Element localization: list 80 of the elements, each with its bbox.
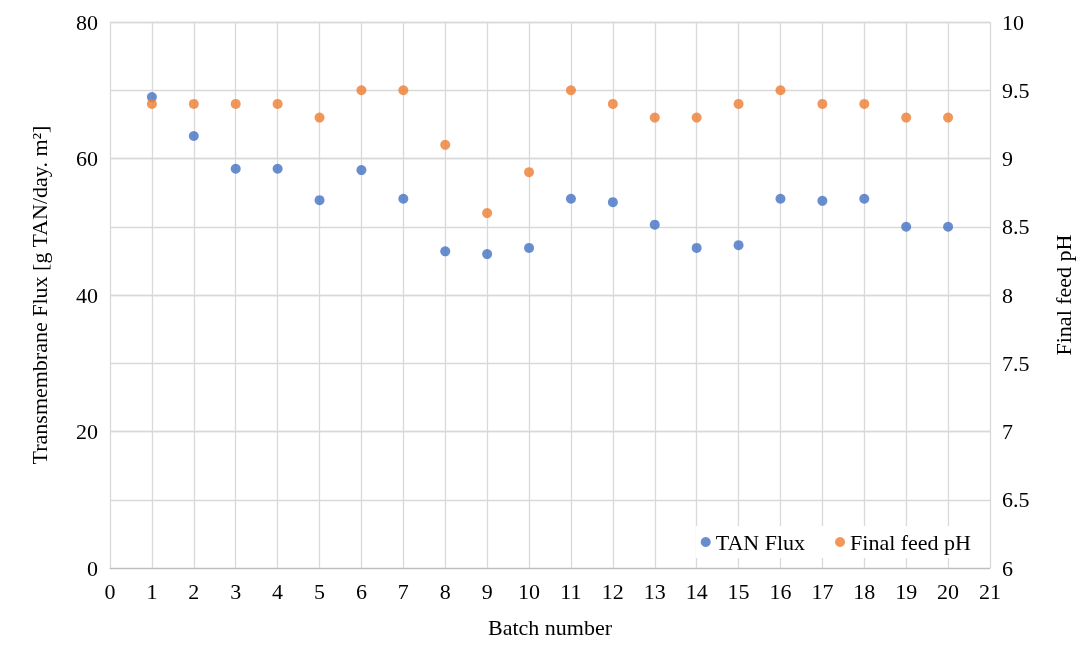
x-tick-label: 21 <box>979 578 1001 604</box>
x-tick-label: 9 <box>481 578 493 604</box>
point <box>398 193 409 204</box>
x-tick-label: 4 <box>272 578 284 604</box>
point <box>817 98 828 109</box>
x-tick-label: 5 <box>314 578 326 604</box>
y2-tick-label: 8.5 <box>1002 214 1030 240</box>
y2-tick-label: 8 <box>1002 282 1013 308</box>
y-tick-label: 40 <box>76 282 98 308</box>
point <box>524 167 535 178</box>
point <box>607 197 618 208</box>
x-tick-label: 20 <box>937 578 960 604</box>
point <box>775 193 786 204</box>
point <box>901 112 912 123</box>
x-tick-label: 6 <box>355 578 367 604</box>
point <box>272 98 283 109</box>
x-tick-label: 0 <box>104 578 116 604</box>
point <box>901 221 912 232</box>
point <box>230 163 241 174</box>
point <box>314 195 325 206</box>
y2-tick-label: 6.5 <box>1002 487 1030 513</box>
point <box>649 219 660 230</box>
point <box>943 221 954 232</box>
y2-tick-label: 9 <box>1002 146 1013 171</box>
point <box>775 85 786 96</box>
x-tick-label: 15 <box>727 578 750 604</box>
x-tick-label: 12 <box>601 578 624 604</box>
point <box>691 112 702 123</box>
point <box>691 242 702 253</box>
point <box>482 208 493 219</box>
point <box>733 98 744 109</box>
point <box>524 242 535 253</box>
point <box>943 112 954 123</box>
y2-tick-label: 6 <box>1002 555 1013 581</box>
point <box>440 246 451 257</box>
y2-axis-title: Final feed pH <box>1050 234 1076 356</box>
x-tick-label: 13 <box>643 578 666 604</box>
y2-tick-label: 7 <box>1002 419 1013 444</box>
point <box>314 112 325 123</box>
point <box>356 85 367 96</box>
x-tick-label: 18 <box>853 578 876 604</box>
point <box>649 112 660 123</box>
point <box>440 139 451 150</box>
point <box>565 85 576 96</box>
x-tick-label: 8 <box>439 578 451 604</box>
y-tick-label: 0 <box>87 555 98 581</box>
point <box>482 249 493 260</box>
point <box>188 98 199 109</box>
x-tick-label: 7 <box>397 578 409 604</box>
legend-label: Final feed pH <box>850 529 972 555</box>
point <box>188 130 199 141</box>
legend-label: TAN Flux <box>715 529 806 555</box>
point <box>859 193 870 204</box>
x-tick-label: 10 <box>518 578 541 604</box>
point <box>272 163 283 174</box>
y-tick-label: 60 <box>76 146 98 171</box>
y2-tick-label: 9.5 <box>1002 77 1030 103</box>
y2-tick-label: 10 <box>1002 9 1024 35</box>
y-axis-title: Transmembrane Flux [g TAN/day. m²] <box>26 125 52 465</box>
point <box>230 98 241 109</box>
x-tick-label: 1 <box>146 578 158 604</box>
x-tick-label: 16 <box>769 578 792 604</box>
x-tick-label: 3 <box>230 578 242 604</box>
x-tick-label: 14 <box>685 578 708 604</box>
point <box>859 98 870 109</box>
point <box>146 98 157 109</box>
y-tick-label: 20 <box>76 419 98 444</box>
x-axis-title: Batch number <box>487 614 613 640</box>
point <box>398 85 409 96</box>
point <box>733 240 744 251</box>
point <box>607 98 618 109</box>
point <box>817 195 828 206</box>
x-tick-label: 17 <box>811 578 834 604</box>
y-tick-label: 80 <box>76 9 98 35</box>
x-tick-label: 11 <box>560 578 582 604</box>
x-tick-label: 2 <box>188 578 200 604</box>
point <box>565 193 576 204</box>
point <box>356 165 367 176</box>
x-tick-label: 19 <box>895 578 918 604</box>
y2-tick-label: 7.5 <box>1002 350 1030 376</box>
